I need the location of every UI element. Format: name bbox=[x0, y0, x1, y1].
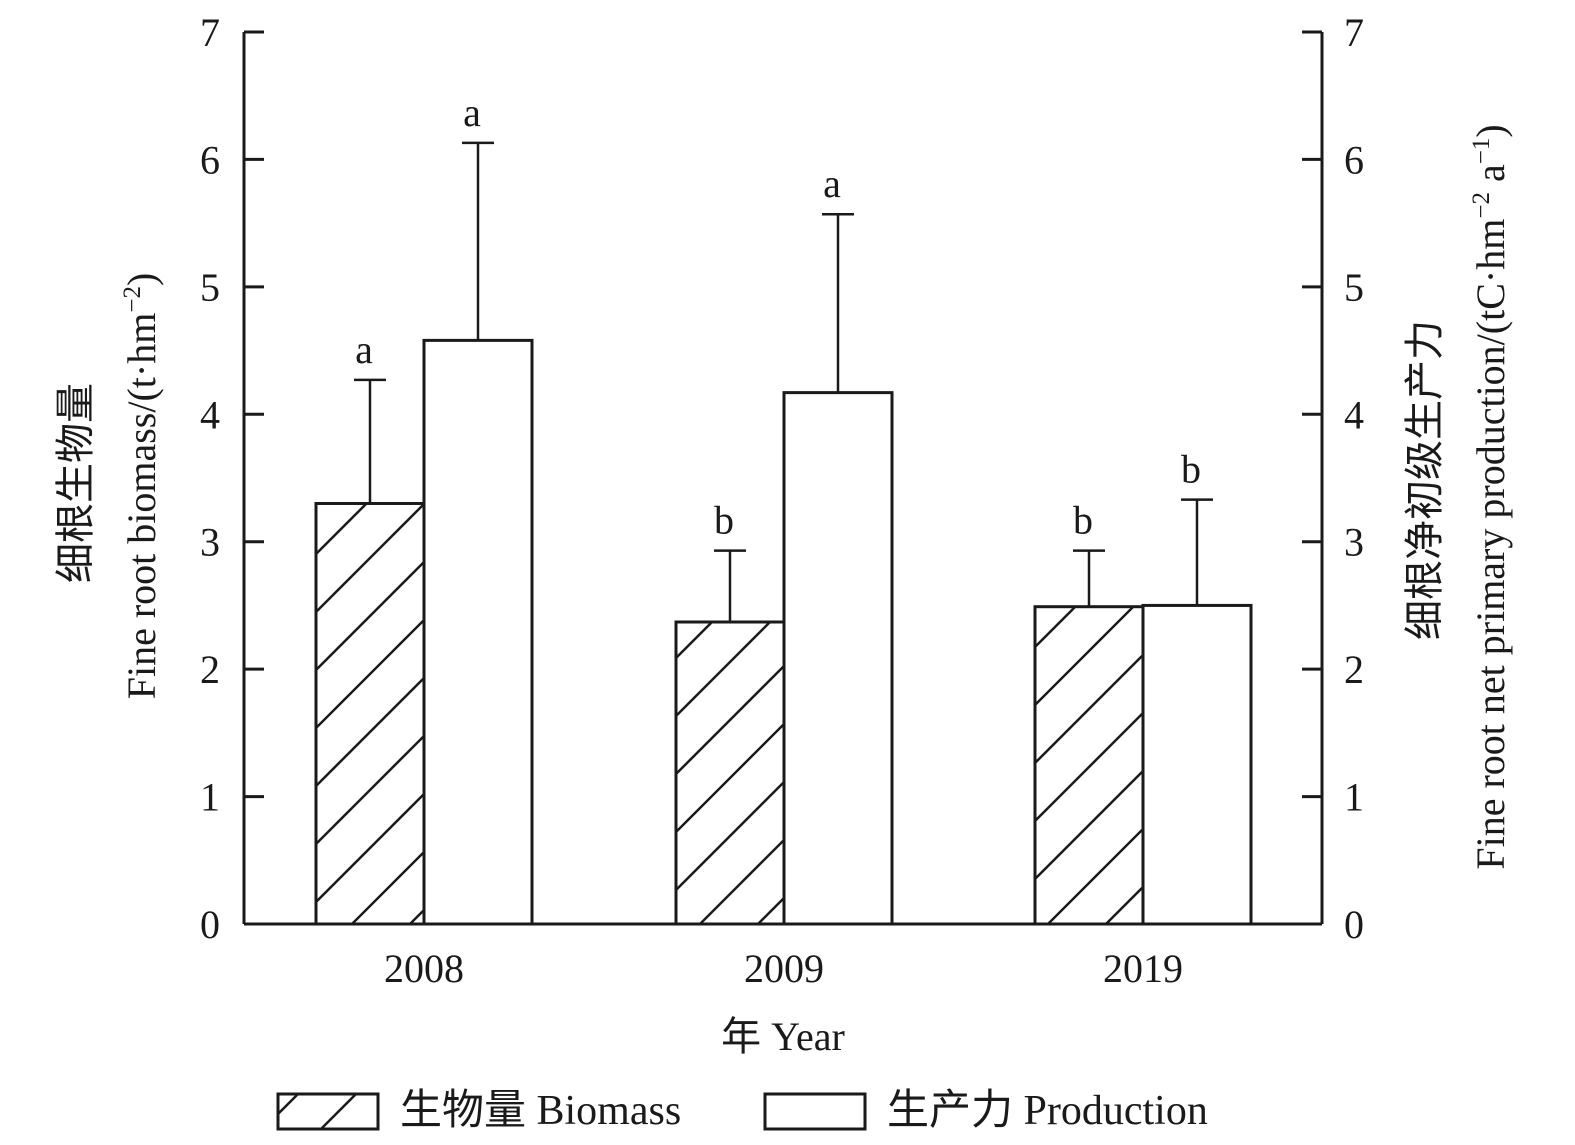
significance-label: b bbox=[714, 498, 734, 543]
legend: 生物量 Biomass 生产力 Production bbox=[276, 1088, 1208, 1134]
left-y-axis-title: 细根生物量 Fine root biomass/(t·hm−2) bbox=[53, 273, 164, 700]
significance-label: a bbox=[463, 90, 481, 135]
bar-production bbox=[782, 391, 894, 926]
bars: a a b a b b bbox=[314, 90, 1253, 926]
right-y-axis-title-sup1: −2 bbox=[1468, 192, 1495, 219]
legend-swatch-production bbox=[763, 1092, 867, 1131]
left-y-tick-label: 6 bbox=[200, 137, 220, 182]
legend-item-biomass: 生物量 Biomass bbox=[276, 1088, 681, 1134]
x-tick-label: 2008 bbox=[384, 946, 464, 991]
left-y-tick-label: 5 bbox=[200, 265, 220, 310]
left-y-tick-label: 7 bbox=[200, 10, 220, 55]
right-y-tick-label: 4 bbox=[1344, 392, 1364, 437]
right-y-axis-title-cn: 细根净初级生产力 bbox=[1402, 320, 1447, 640]
bar-biomass bbox=[1033, 605, 1145, 926]
right-y-axis-title-mid: a bbox=[1468, 164, 1513, 192]
x-axis-title: 年 Year bbox=[721, 1014, 845, 1059]
left-y-axis-title-en: Fine root biomass/(t·hm bbox=[119, 313, 164, 700]
left-y-tick-label: 2 bbox=[200, 647, 220, 692]
left-y-axis-title-cn: 细根生物量 bbox=[53, 383, 98, 583]
legend-label-production: 生产力 Production bbox=[887, 1088, 1208, 1134]
bar-production bbox=[422, 338, 534, 926]
significance-label: b bbox=[1073, 498, 1093, 543]
right-y-tick-label: 5 bbox=[1344, 265, 1364, 310]
x-tick-label: 2009 bbox=[744, 946, 824, 991]
left-y-tick-label: 3 bbox=[200, 520, 220, 565]
right-y-axis-title-sup2: −1 bbox=[1468, 138, 1495, 165]
bar-biomass bbox=[674, 620, 786, 926]
left-y-axis-title-sup: −2 bbox=[119, 286, 146, 313]
right-y-tick-label: 3 bbox=[1344, 520, 1364, 565]
right-y-tick-label: 7 bbox=[1344, 10, 1364, 55]
x-axis: 2008 2009 2019 bbox=[244, 922, 1322, 991]
right-y-axis-title-end: ) bbox=[1468, 124, 1513, 137]
left-y-axis: 0 1 2 3 4 5 6 7 bbox=[200, 10, 264, 947]
x-tick-label: 2019 bbox=[1103, 946, 1183, 991]
right-y-axis-title-en: Fine root net primary production/(tC·hm bbox=[1468, 219, 1513, 870]
right-y-tick-label: 2 bbox=[1344, 647, 1364, 692]
left-y-tick-label: 1 bbox=[200, 775, 220, 820]
left-y-axis-title-end: ) bbox=[119, 273, 164, 286]
bar-production bbox=[1141, 603, 1253, 926]
left-y-tick-label: 0 bbox=[200, 902, 220, 947]
significance-label: a bbox=[823, 161, 841, 206]
significance-label: a bbox=[355, 327, 373, 372]
bar-biomass bbox=[314, 501, 426, 926]
right-y-axis-title: 细根净初级生产力 Fine root net primary productio… bbox=[1402, 124, 1513, 869]
left-y-tick-label: 4 bbox=[200, 392, 220, 437]
right-y-tick-label: 0 bbox=[1344, 902, 1364, 947]
right-y-axis: 0 1 2 3 4 5 6 7 bbox=[1302, 10, 1364, 947]
significance-label: b bbox=[1181, 447, 1201, 492]
legend-item-production: 生产力 Production bbox=[763, 1088, 1208, 1134]
right-y-tick-label: 1 bbox=[1344, 775, 1364, 820]
legend-swatch-biomass bbox=[276, 1092, 380, 1131]
right-y-tick-label: 6 bbox=[1344, 137, 1364, 182]
legend-label-biomass: 生物量 Biomass bbox=[400, 1088, 681, 1134]
